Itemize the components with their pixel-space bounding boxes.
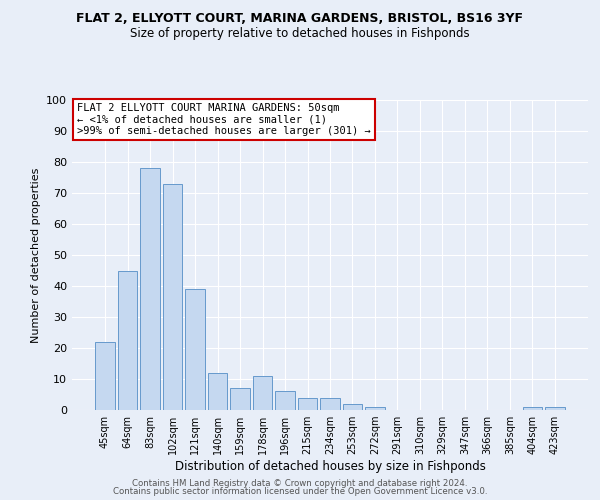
- Bar: [163, 184, 182, 410]
- Bar: [118, 270, 137, 410]
- Bar: [343, 404, 362, 410]
- Bar: [320, 398, 340, 410]
- Text: Contains public sector information licensed under the Open Government Licence v3: Contains public sector information licen…: [113, 487, 487, 496]
- Bar: [275, 392, 295, 410]
- Text: FLAT 2, ELLYOTT COURT, MARINA GARDENS, BRISTOL, BS16 3YF: FLAT 2, ELLYOTT COURT, MARINA GARDENS, B…: [77, 12, 523, 26]
- Text: Contains HM Land Registry data © Crown copyright and database right 2024.: Contains HM Land Registry data © Crown c…: [132, 478, 468, 488]
- Text: Size of property relative to detached houses in Fishponds: Size of property relative to detached ho…: [130, 28, 470, 40]
- Bar: [208, 373, 227, 410]
- Bar: [230, 388, 250, 410]
- Bar: [95, 342, 115, 410]
- Text: FLAT 2 ELLYOTT COURT MARINA GARDENS: 50sqm
← <1% of detached houses are smaller : FLAT 2 ELLYOTT COURT MARINA GARDENS: 50s…: [77, 103, 371, 136]
- Bar: [140, 168, 160, 410]
- Y-axis label: Number of detached properties: Number of detached properties: [31, 168, 41, 342]
- Bar: [365, 407, 385, 410]
- X-axis label: Distribution of detached houses by size in Fishponds: Distribution of detached houses by size …: [175, 460, 485, 473]
- Bar: [545, 407, 565, 410]
- Bar: [253, 376, 272, 410]
- Bar: [523, 407, 542, 410]
- Bar: [185, 289, 205, 410]
- Bar: [298, 398, 317, 410]
